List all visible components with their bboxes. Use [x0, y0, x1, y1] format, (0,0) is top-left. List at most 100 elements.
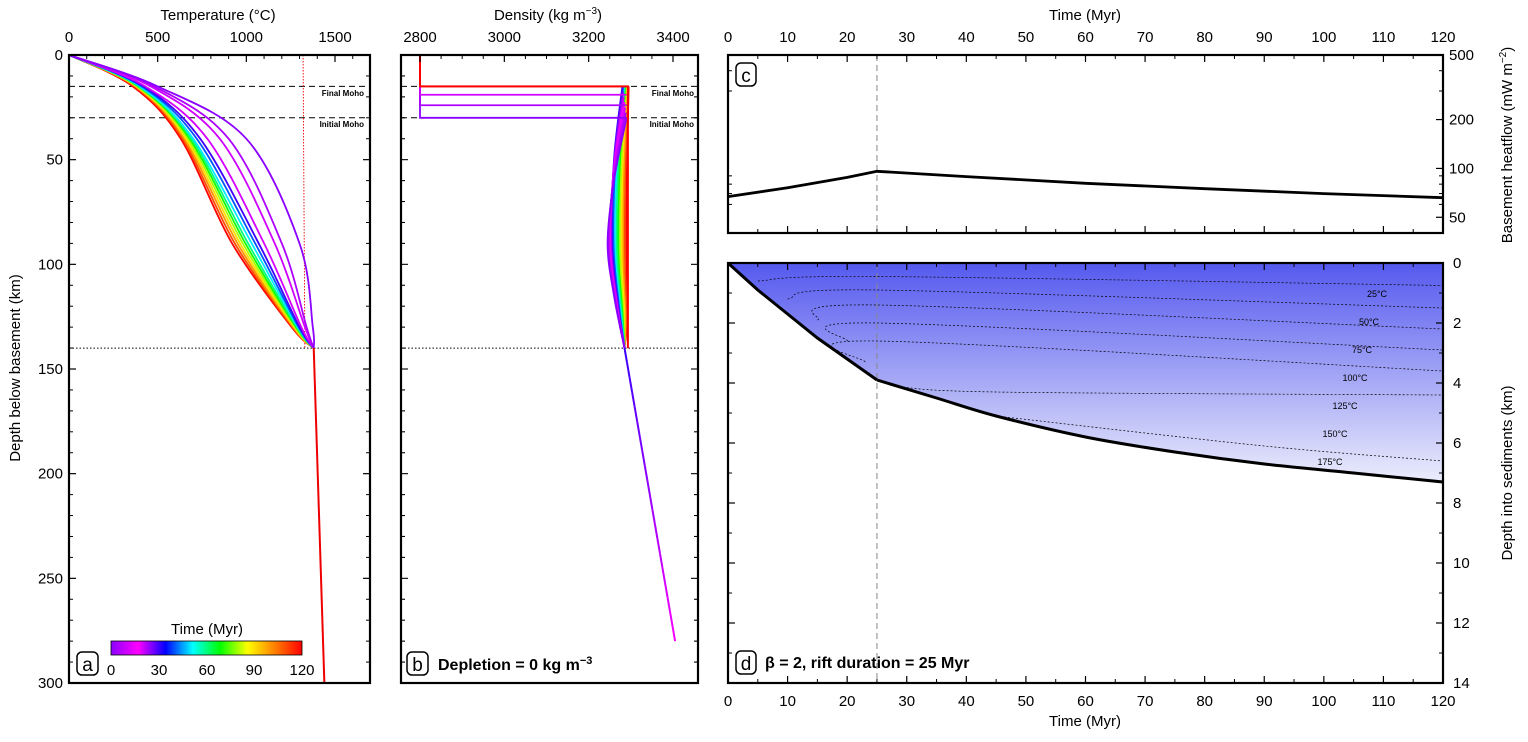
x-tick-label: 110: [1371, 29, 1395, 46]
density-profile-line: [606, 117, 628, 349]
y-tick-label: 100: [1449, 160, 1474, 177]
x-tick-label: 80: [1196, 29, 1213, 46]
panel-c: Time (Myr) Basement heatflow (mW m−2) 0 1…: [724, 7, 1516, 243]
x-tick-label: 100: [1311, 693, 1336, 710]
panel-d-letter: d: [735, 650, 757, 675]
isotherm-label: 50°C: [1359, 317, 1380, 327]
geotherm-line: [68, 54, 315, 349]
deep-density-line: [664, 582, 669, 598]
x-tick-label: 3000: [488, 29, 521, 46]
panel-d-data: 25°C 50°C 75°C 100°C 125°C 150°C 175°C: [726, 261, 1444, 683]
y-tick-label: 100: [38, 256, 63, 273]
isotherm-line: [824, 322, 1444, 351]
x-tick-label: 90: [1256, 693, 1273, 710]
panel-d-ylabel: Depth into sediments (km): [1499, 385, 1516, 560]
y-tick-label: 200: [38, 466, 63, 483]
isotherm-line: [757, 276, 1444, 286]
heatflow-line: [727, 169, 1444, 200]
x-tick-label: 50: [1018, 693, 1035, 710]
isotherm-label: 125°C: [1332, 401, 1358, 411]
y-tick-label: 50: [1449, 209, 1466, 226]
x-tick-label: 60: [1077, 693, 1094, 710]
panel-c-letter: c: [735, 62, 757, 87]
x-tick-label: 50: [1018, 29, 1035, 46]
panel-b-axes: 2800 3000 3200 3400: [399, 29, 700, 685]
x-tick-label: 3400: [656, 29, 689, 46]
adiabat-line: [302, 54, 306, 349]
x-tick-label: 2800: [403, 29, 436, 46]
deep-density-line: [653, 523, 659, 539]
panel-a: Temperature (°C) Depth below basement (k…: [7, 7, 372, 692]
deep-density-line: [643, 465, 649, 481]
deep-density-line: [633, 406, 639, 422]
isotherm-label: 75°C: [1352, 345, 1373, 355]
depletion-annotation: Depletion = 0 kg m−3: [438, 655, 592, 674]
svg-text:b: b: [412, 655, 423, 676]
deep-density-line: [641, 450, 646, 466]
x-tick-label: 0: [724, 29, 732, 46]
panel-b-initial-moho-label: Initial Moho: [650, 120, 695, 129]
isotherm-label: 25°C: [1367, 289, 1388, 299]
panel-a-final-moho-label: Final Moho: [322, 89, 364, 98]
panel-a-frame: [67, 53, 372, 685]
deep-density-line: [623, 347, 629, 363]
y-tick-label: 0: [1453, 255, 1461, 272]
isotherm-line: [830, 340, 1444, 372]
x-tick-label: 20: [839, 693, 856, 710]
panel-d-xlabel: Time (Myr): [1049, 713, 1121, 730]
y-tick-label: 250: [38, 570, 63, 587]
x-tick-label: 120: [1430, 29, 1455, 46]
y-tick-label: 10: [1453, 555, 1470, 572]
rift-annotation: β = 2, rift duration = 25 Myr: [765, 655, 969, 672]
x-tick-label: 60: [1077, 29, 1094, 46]
panel-b-xlabel: Density (kg m−3): [494, 6, 602, 24]
y-tick-label: 50: [46, 152, 63, 169]
y-tick-label: 200: [1449, 112, 1474, 129]
x-tick-label: 30: [898, 29, 915, 46]
x-tick-label: 40: [958, 29, 975, 46]
y-tick-label: 14: [1453, 675, 1470, 692]
y-tick-label: 2: [1453, 315, 1461, 332]
panel-c-ylabel: Basement heatflow (mW m−2): [1498, 47, 1516, 243]
geotherm-line: [68, 54, 316, 349]
colorbar-gradient: [110, 640, 303, 656]
panel-b-frame: [399, 53, 700, 685]
x-tick-label: 500: [145, 29, 170, 46]
basement-line: [726, 261, 878, 382]
deep-density-line: [628, 377, 634, 393]
svg-text:c: c: [741, 66, 751, 87]
crust-density-step: [419, 55, 627, 107]
x-tick-label: 0: [65, 29, 73, 46]
x-tick-label: 1000: [230, 29, 263, 46]
deep-density-line: [626, 362, 631, 378]
y-tick-label: 4: [1453, 375, 1461, 392]
deep-density-line: [671, 626, 677, 642]
y-tick-label: 150: [38, 361, 63, 378]
isotherm-line: [787, 289, 1444, 309]
x-tick-label: 80: [1196, 693, 1213, 710]
panel-c-axes: 0 10 20 30 40 50 60 70 80 90 100 110 120 50 100 200 500: [724, 29, 1474, 235]
crust-density-step: [419, 55, 627, 96]
crust-density-step: [419, 55, 627, 88]
panel-c-data: [727, 55, 1444, 233]
deep-density-line: [651, 509, 656, 525]
panel-c-xlabel: Time (Myr): [1049, 7, 1121, 24]
deep-density-line: [666, 597, 672, 612]
x-tick-label: 40: [958, 693, 975, 710]
isotherm-label: 150°C: [1322, 429, 1348, 439]
deep-density-line: [631, 391, 636, 407]
panel-a-data: [68, 54, 370, 684]
isotherm-line: [894, 385, 1444, 396]
colorbar-tick: 60: [199, 662, 216, 679]
deep-density-line: [638, 435, 644, 451]
svg-text:d: d: [741, 654, 752, 675]
sediment-fill: [728, 263, 1443, 482]
panel-a-xlabel: Temperature (°C): [160, 7, 275, 24]
colorbar-tick: 90: [246, 662, 263, 679]
x-tick-label: 30: [898, 693, 915, 710]
deep-density-line: [669, 611, 674, 627]
colorbar-tick: 0: [107, 662, 115, 679]
isotherm-label: 175°C: [1317, 457, 1343, 467]
panel-a-letter: a: [76, 651, 99, 676]
